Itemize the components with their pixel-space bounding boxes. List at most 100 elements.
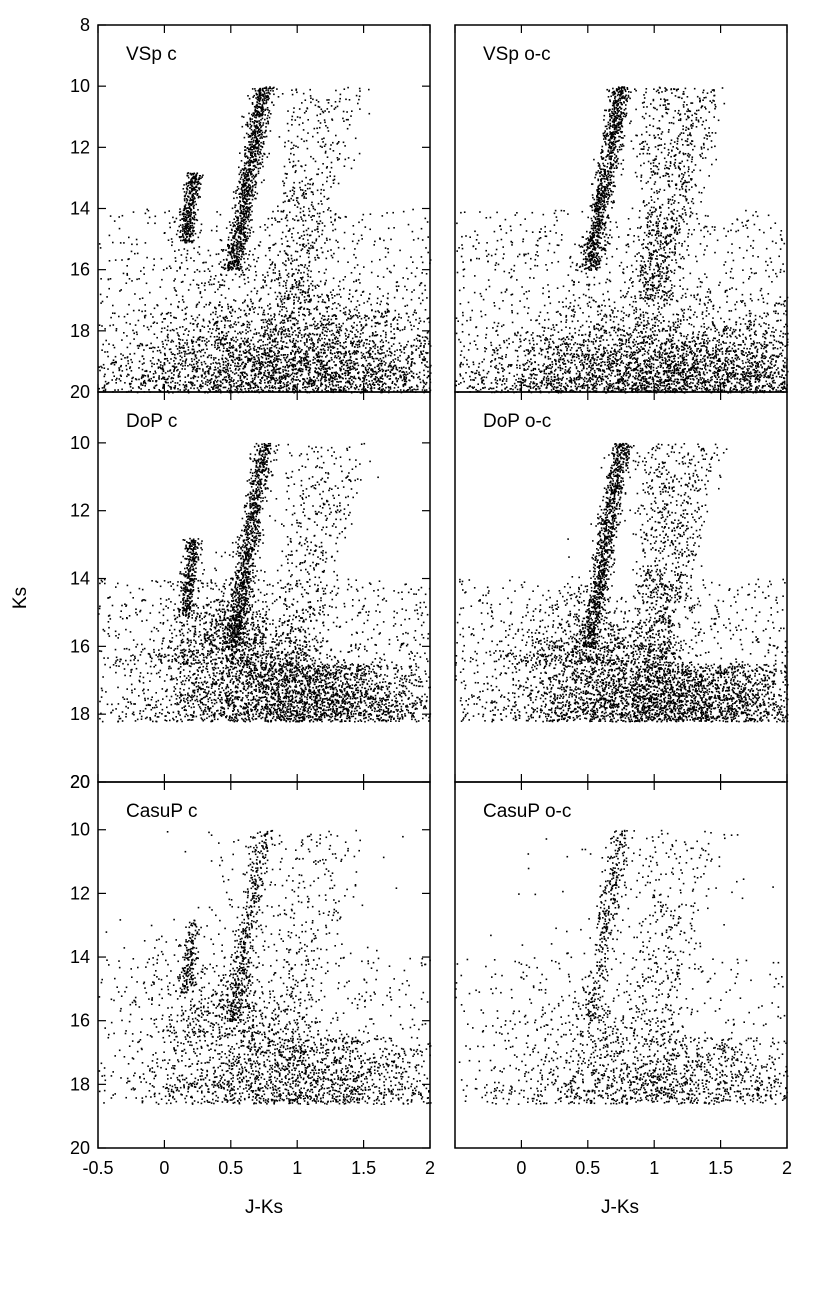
data-point [399,370,402,372]
data-point [320,317,323,320]
data-point [147,209,150,212]
data-point [248,189,250,191]
data-point [209,367,211,370]
data-point [354,377,357,380]
data-point [251,306,254,308]
data-point [145,282,148,285]
data-point [371,334,374,337]
data-point [353,308,356,311]
data-point [387,341,390,344]
data-point [252,144,255,147]
data-point [154,215,157,218]
data-point [307,132,309,134]
data-point [306,107,308,109]
data-point [345,328,347,330]
data-point [272,369,274,371]
data-point [299,390,302,392]
data-point [236,365,238,367]
data-point [346,111,348,113]
data-point [225,315,228,318]
data-point [228,221,231,223]
data-point [310,270,312,273]
data-point [177,334,179,336]
data-point [363,342,365,344]
data-point [112,324,115,326]
data-point [306,147,309,150]
data-point [205,381,207,383]
data-point [280,295,283,298]
data-point [191,240,194,242]
data-point [256,107,259,110]
data-point [288,158,290,161]
data-point [144,310,147,312]
data-point [233,241,236,243]
data-point [221,279,224,281]
data-point [243,300,246,303]
data-point [363,302,365,304]
data-point [250,387,252,389]
data-point [215,329,217,332]
data-point [360,357,363,359]
data-point [350,360,353,362]
data-point [292,338,295,340]
data-point [227,354,230,356]
data-point [313,381,316,383]
data-point [297,146,299,149]
data-point [253,363,256,366]
data-point [249,120,252,123]
data-point [283,280,285,283]
data-point [244,299,246,302]
data-point [197,367,199,370]
data-point [227,305,230,308]
data-point [305,356,308,358]
data-point [243,221,245,224]
data-point [241,269,244,272]
data-point [258,354,260,356]
data-point [179,371,181,373]
data-point [257,389,260,391]
data-point [144,314,147,317]
data-point [195,306,198,308]
data-point [339,369,342,372]
data-point [233,385,235,387]
data-point [321,355,323,358]
data-point [415,318,417,321]
data-point [326,156,329,158]
data-point [269,359,272,362]
data-point [260,363,263,365]
data-point [203,270,206,272]
data-point [247,224,249,227]
data-point [318,285,320,287]
data-point [329,210,332,212]
data-point [272,374,275,376]
data-point [272,210,274,213]
data-point [242,168,245,171]
data-point [252,169,255,172]
data-point [194,200,196,203]
data-point [185,242,187,244]
data-point [358,221,360,224]
data-point [245,214,248,216]
data-point [129,383,131,386]
data-point [267,389,270,392]
data-point [247,193,249,196]
data-point [314,325,316,327]
data-point [285,372,287,375]
data-point [256,354,258,357]
data-point [345,346,347,348]
data-point [357,351,359,353]
data-point [296,219,299,222]
data-point [192,279,195,281]
data-point [394,350,396,353]
data-point [406,289,408,291]
data-point [261,117,264,120]
data-point [420,227,423,230]
data-point [281,231,284,234]
data-point [395,368,398,370]
data-point [299,332,301,334]
data-point [278,355,280,357]
data-point [127,360,129,362]
data-point [217,367,219,369]
data-point [287,360,290,363]
data-point [261,106,263,108]
